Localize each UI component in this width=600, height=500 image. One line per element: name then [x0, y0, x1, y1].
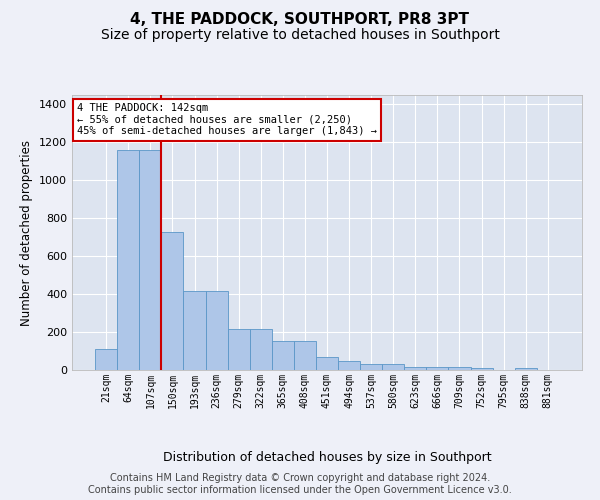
Bar — [95, 349, 117, 370]
Bar — [338, 360, 360, 370]
Text: 4 THE PADDOCK: 142sqm
← 55% of detached houses are smaller (2,250)
45% of semi-d: 4 THE PADDOCK: 142sqm ← 55% of detached … — [77, 104, 377, 136]
Bar — [427, 367, 448, 370]
Bar — [139, 150, 161, 370]
Text: Size of property relative to detached houses in Southport: Size of property relative to detached ho… — [101, 28, 499, 42]
Bar — [294, 340, 316, 370]
Text: 4, THE PADDOCK, SOUTHPORT, PR8 3PT: 4, THE PADDOCK, SOUTHPORT, PR8 3PT — [131, 12, 470, 28]
Bar — [382, 364, 404, 370]
Bar — [360, 364, 382, 370]
Bar — [206, 292, 227, 370]
Y-axis label: Number of detached properties: Number of detached properties — [20, 140, 34, 326]
Bar — [250, 329, 272, 370]
Bar — [117, 150, 139, 370]
Bar — [515, 368, 537, 370]
Text: Contains HM Land Registry data © Crown copyright and database right 2024.
Contai: Contains HM Land Registry data © Crown c… — [88, 474, 512, 495]
Bar — [316, 356, 338, 370]
Bar — [404, 366, 427, 370]
Bar — [470, 368, 493, 370]
Bar — [272, 340, 294, 370]
Bar — [227, 329, 250, 370]
Bar — [184, 292, 206, 370]
Text: Distribution of detached houses by size in Southport: Distribution of detached houses by size … — [163, 451, 491, 464]
Bar — [448, 367, 470, 370]
Bar — [161, 232, 184, 370]
